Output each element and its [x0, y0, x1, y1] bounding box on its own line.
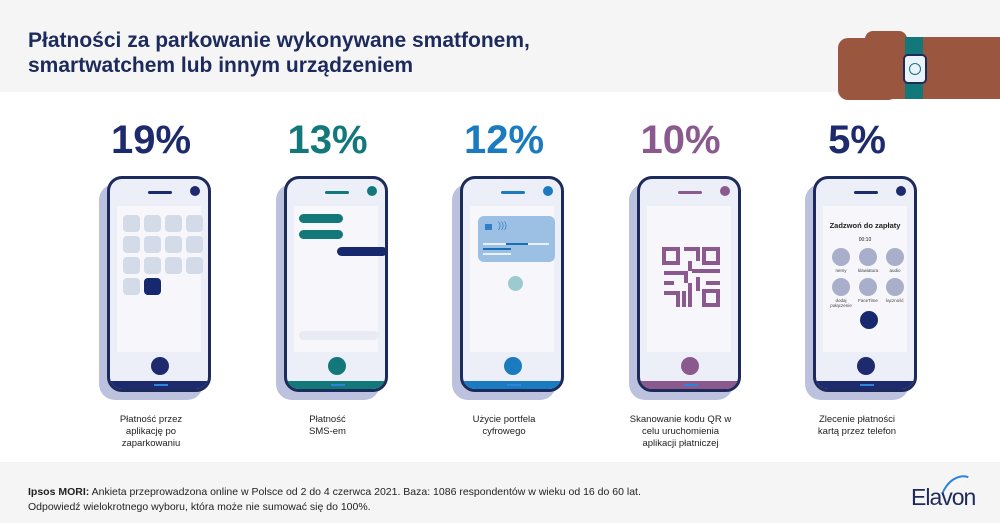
method-label: Płatność przez aplikację po zaparkowaniu	[119, 414, 183, 449]
call-title: Zadzwoń do zapłaty	[829, 221, 901, 230]
sms-input	[298, 331, 379, 340]
card-icon: )))	[478, 216, 555, 262]
phone-illustration	[636, 176, 741, 392]
call-option-button	[886, 248, 904, 266]
app-tile	[186, 257, 203, 274]
phone-illustration: )))	[460, 176, 564, 392]
percent-value: 19%	[110, 118, 192, 162]
percent-value: 13%	[287, 118, 368, 162]
app-tile	[123, 236, 140, 253]
method-label: Zlecenie płatności kartą przez telefon	[817, 414, 897, 437]
phone-screen	[646, 206, 731, 352]
call-option-label: audio	[889, 268, 901, 273]
method-label: Skanowanie kodu QR w celu uruchomienia apl…	[629, 414, 732, 449]
watch-icon	[903, 54, 927, 84]
call-option-button	[859, 248, 877, 266]
app-tile	[186, 215, 203, 232]
app-tile	[186, 236, 203, 253]
speaker-icon	[854, 191, 878, 194]
elavon-logo: Elavon	[911, 484, 976, 510]
home-button-icon	[680, 357, 699, 375]
speaker-icon	[148, 191, 172, 194]
sms-bubble	[336, 247, 385, 256]
camera-icon	[719, 186, 730, 196]
app-tile	[123, 278, 140, 295]
method-label: Użycie portfela cyfrowego	[472, 414, 536, 437]
call-option-label: nemy	[835, 268, 847, 273]
sms-bubble	[298, 230, 343, 239]
call-option-label: dodaj połączenie	[830, 298, 852, 308]
app-tile	[165, 236, 182, 253]
call-button	[860, 311, 878, 329]
phone-illustration	[283, 176, 388, 392]
camera-icon	[543, 186, 553, 196]
home-button-icon	[151, 357, 169, 375]
app-tile	[123, 215, 140, 232]
phone-illustration	[107, 176, 211, 392]
call-option-label: FaceTime	[858, 298, 878, 303]
page-title: Płatności za parkowanie wykonywane smatf…	[28, 29, 530, 77]
phone-screen	[293, 206, 385, 352]
sms-bubble	[298, 214, 343, 223]
app-tile	[165, 215, 182, 232]
app-tile	[144, 257, 161, 274]
percent-value: 10%	[640, 118, 721, 162]
camera-icon	[190, 186, 200, 196]
call-option-button	[886, 278, 904, 296]
phone-illustration: Zadzwoń do zapłaty 00:10 nemy klawiatura au…	[813, 176, 917, 392]
home-button-icon	[504, 357, 522, 375]
call-option-button	[859, 278, 877, 296]
camera-icon	[366, 186, 377, 196]
home-button-icon	[857, 357, 875, 375]
home-button-icon	[327, 357, 346, 375]
call-option-label: łączność	[886, 298, 904, 303]
source-note: Ipsos MORI: Ankieta przeprowadzona onlin…	[28, 486, 641, 513]
phone-screen: )))	[470, 206, 555, 352]
phone-screen	[117, 206, 203, 352]
percent-value: 5%	[828, 118, 886, 162]
phone-screen: Zadzwoń do zapłaty 00:10 nemy klawiatura au…	[823, 206, 907, 352]
camera-icon	[896, 186, 906, 196]
call-option-button	[832, 248, 850, 266]
speaker-icon	[501, 191, 525, 194]
footer	[0, 462, 1000, 523]
app-tile	[144, 278, 161, 295]
call-timer: 00:10	[858, 237, 872, 243]
app-tile	[144, 236, 161, 253]
speaker-icon	[324, 191, 349, 194]
fingerprint-icon	[508, 276, 523, 291]
method-label: Płatność SMS-em	[309, 414, 346, 437]
percent-value: 12%	[463, 118, 545, 162]
app-tile	[123, 257, 140, 274]
speaker-icon	[677, 191, 702, 194]
header: Płatności za parkowanie wykonywane smatf…	[0, 0, 1000, 92]
app-tile	[144, 215, 161, 232]
call-option-button	[832, 278, 850, 296]
qr-code-icon	[661, 247, 720, 307]
app-tile	[165, 257, 182, 274]
call-option-label: klawiatura	[857, 268, 879, 273]
